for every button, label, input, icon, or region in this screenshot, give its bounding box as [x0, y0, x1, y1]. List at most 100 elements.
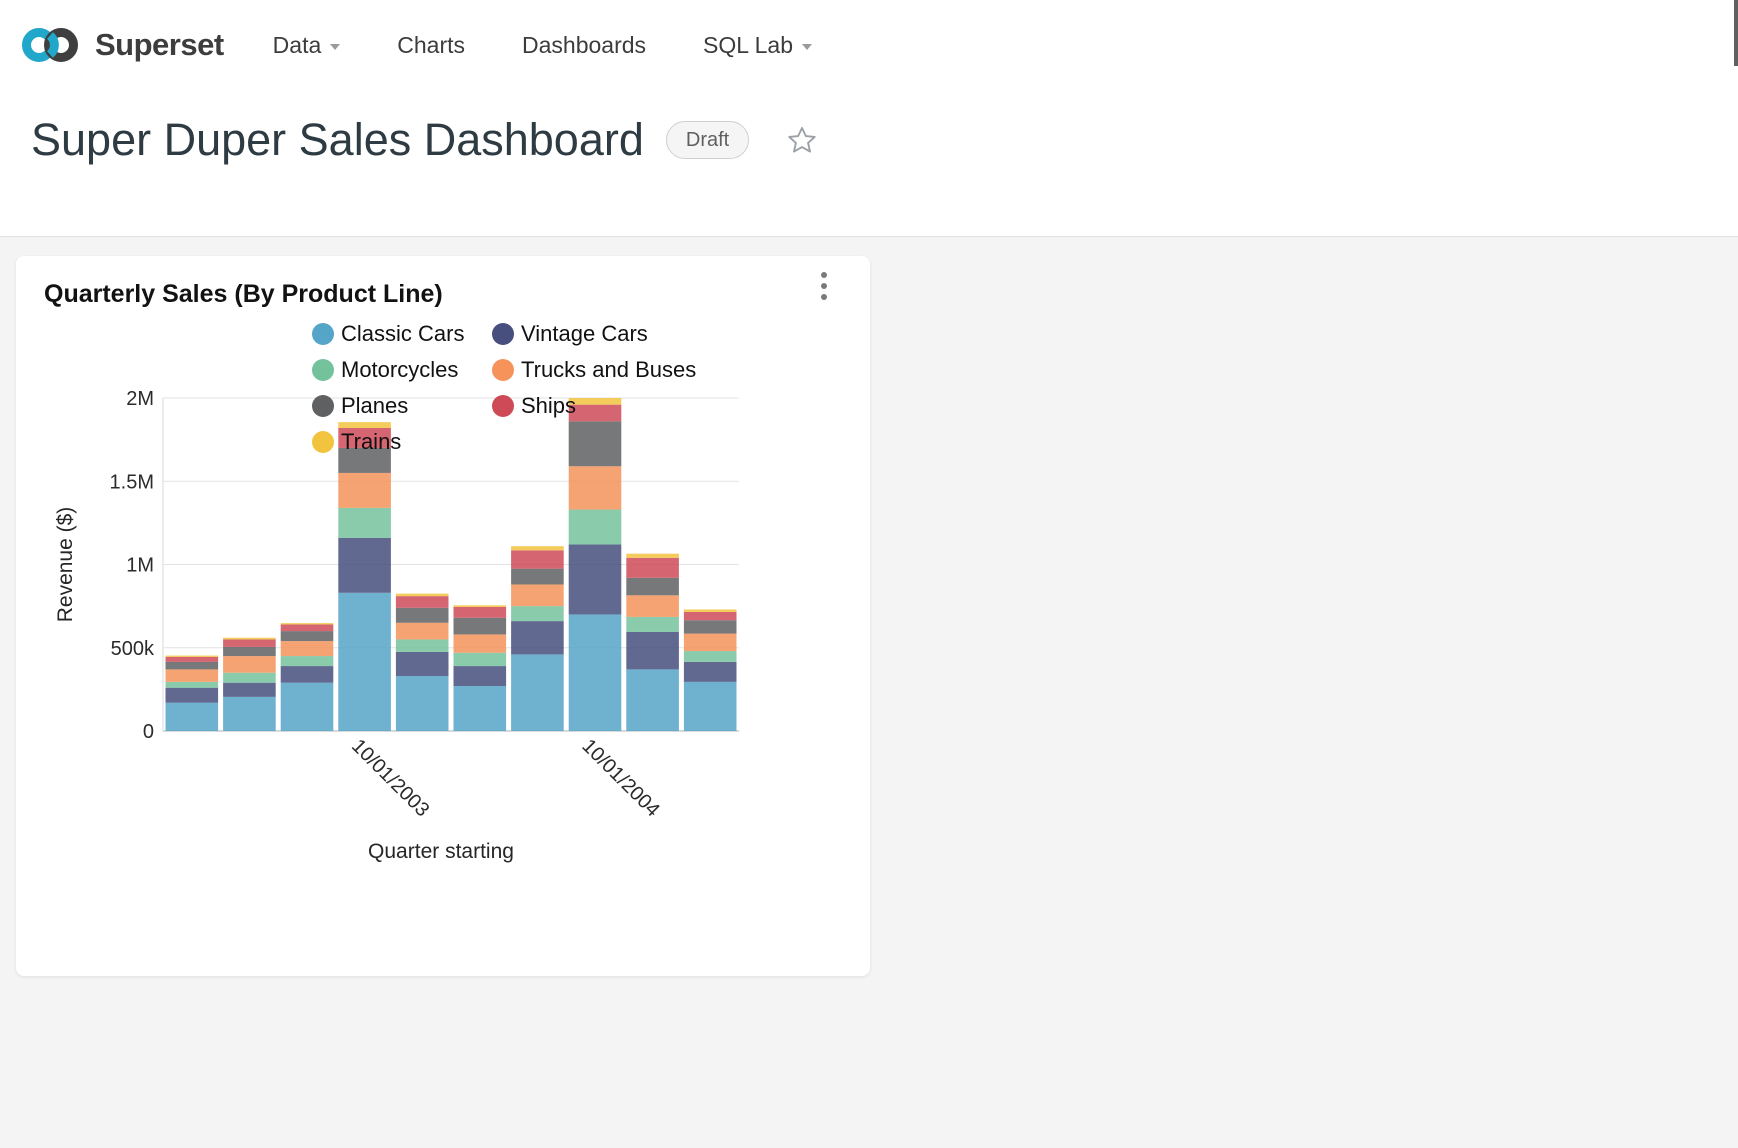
- bar-segment[interactable]: [165, 687, 219, 703]
- legend-item[interactable]: Motorcycles: [312, 356, 488, 383]
- bar-segment[interactable]: [683, 651, 737, 662]
- nav-item-charts[interactable]: Charts: [397, 32, 465, 59]
- legend-item[interactable]: Vintage Cars: [492, 320, 696, 347]
- bar-segment[interactable]: [453, 606, 507, 618]
- bar-segment[interactable]: [453, 666, 507, 687]
- bar-segment[interactable]: [338, 427, 391, 448]
- y-axis-title: Revenue ($): [54, 507, 77, 623]
- bar-segment[interactable]: [626, 631, 679, 670]
- bar-segment[interactable]: [511, 606, 564, 622]
- bar-segment[interactable]: [626, 557, 679, 578]
- legend-dot-icon: [492, 394, 514, 417]
- bar-segment[interactable]: [280, 624, 334, 632]
- bar-segment[interactable]: [568, 614, 622, 731]
- bar-segment[interactable]: [453, 634, 507, 653]
- legend-item[interactable]: Trains: [312, 428, 488, 455]
- bar-segment[interactable]: [626, 553, 679, 558]
- bar-segment[interactable]: [683, 633, 737, 652]
- nav-item-sql-lab[interactable]: SQL Lab: [703, 32, 812, 59]
- bar-segment[interactable]: [568, 404, 622, 422]
- brand[interactable]: Superset: [18, 23, 224, 67]
- legend-dot-icon: [312, 322, 334, 345]
- bar-segment[interactable]: [568, 466, 622, 510]
- y-tick-label: 1M: [126, 555, 154, 577]
- bar-segment[interactable]: [280, 631, 334, 642]
- bar-segment[interactable]: [395, 596, 449, 608]
- bar-segment[interactable]: [511, 550, 564, 569]
- bar-segment[interactable]: [338, 422, 391, 428]
- bar-segment[interactable]: [453, 605, 507, 607]
- bar-segment[interactable]: [568, 398, 622, 405]
- bar-segment[interactable]: [223, 696, 276, 731]
- bar-segment[interactable]: [568, 421, 622, 467]
- scrollbar-thumb[interactable]: [1734, 0, 1738, 66]
- bar-segment[interactable]: [280, 666, 334, 683]
- more-options-icon[interactable]: [817, 268, 831, 304]
- x-tick-label: 10/01/2004: [577, 735, 663, 821]
- bar-segment[interactable]: [511, 546, 564, 551]
- bar-segment[interactable]: [626, 595, 679, 617]
- nav-item-dashboards[interactable]: Dashboards: [522, 32, 646, 59]
- bar-segment[interactable]: [453, 652, 507, 667]
- bar-segment[interactable]: [395, 639, 449, 652]
- bar-segment[interactable]: [626, 577, 679, 596]
- bar-segment[interactable]: [511, 621, 564, 655]
- bar-segment[interactable]: [165, 656, 219, 662]
- bar-segment[interactable]: [338, 507, 391, 538]
- bar-segment[interactable]: [165, 661, 219, 670]
- bar-segment[interactable]: [395, 593, 449, 597]
- bar-segment[interactable]: [280, 682, 334, 731]
- bar-segment[interactable]: [511, 584, 564, 607]
- bar-segment[interactable]: [511, 568, 564, 585]
- nav-item-label: Dashboards: [522, 31, 647, 58]
- chart-legend: Classic Cars Vintage Cars Motorcycles Truck…: [312, 320, 696, 455]
- bar-segment[interactable]: [223, 646, 276, 657]
- favorite-star-icon[interactable]: [787, 125, 817, 155]
- bar-segment[interactable]: [568, 544, 622, 615]
- bar-segment[interactable]: [395, 676, 449, 731]
- caret-down-icon: [330, 43, 341, 50]
- bar-segment[interactable]: [395, 607, 449, 623]
- bar-segment[interactable]: [280, 656, 334, 667]
- bar-segment[interactable]: [223, 656, 276, 673]
- bar-segment[interactable]: [395, 622, 449, 640]
- bar-segment[interactable]: [568, 509, 622, 545]
- bar-segment[interactable]: [683, 661, 737, 682]
- bar-segment[interactable]: [280, 641, 334, 657]
- bar-segment[interactable]: [683, 611, 737, 621]
- bar-segment[interactable]: [683, 620, 737, 634]
- bar-segment[interactable]: [223, 672, 276, 683]
- bar-segment[interactable]: [338, 592, 391, 731]
- bar-segment[interactable]: [511, 654, 564, 731]
- bar-segment[interactable]: [223, 639, 276, 647]
- bar-segment[interactable]: [338, 447, 391, 473]
- dashboard-header: Super Duper Sales Dashboard Draft: [0, 90, 1738, 166]
- bar-segment[interactable]: [395, 651, 449, 677]
- bar-segment[interactable]: [338, 537, 391, 593]
- bar-segment[interactable]: [338, 472, 391, 508]
- legend-item[interactable]: Planes: [312, 392, 488, 419]
- bar-segment[interactable]: [453, 686, 507, 731]
- legend-item[interactable]: Trucks and Buses: [492, 356, 696, 383]
- nav-item-data[interactable]: Data: [273, 32, 341, 59]
- chart-title: Quarterly Sales (By Product Line): [44, 280, 443, 308]
- bar-segment[interactable]: [165, 681, 219, 688]
- bar-segment[interactable]: [683, 681, 737, 731]
- bar-segment[interactable]: [683, 609, 737, 612]
- legend-dot-icon: [492, 358, 514, 381]
- bar-segment[interactable]: [165, 655, 219, 657]
- bar-segment[interactable]: [165, 669, 219, 682]
- bar-segment[interactable]: [453, 617, 507, 635]
- legend-item[interactable]: Classic Cars: [312, 320, 488, 347]
- bar-segment[interactable]: [280, 623, 334, 625]
- legend-item[interactable]: Ships: [492, 392, 696, 419]
- bar-segment[interactable]: [223, 637, 276, 640]
- top-navigation: Superset Data Charts Dashboards SQL Lab: [0, 0, 1738, 90]
- legend-dot-icon: [312, 394, 334, 417]
- legend-label: Trucks and Buses: [521, 357, 697, 382]
- bar-segment[interactable]: [223, 682, 276, 697]
- bar-segment[interactable]: [626, 669, 679, 731]
- bar-segment[interactable]: [626, 616, 679, 632]
- bar-segment[interactable]: [165, 702, 219, 731]
- superset-logo-icon: [22, 28, 78, 62]
